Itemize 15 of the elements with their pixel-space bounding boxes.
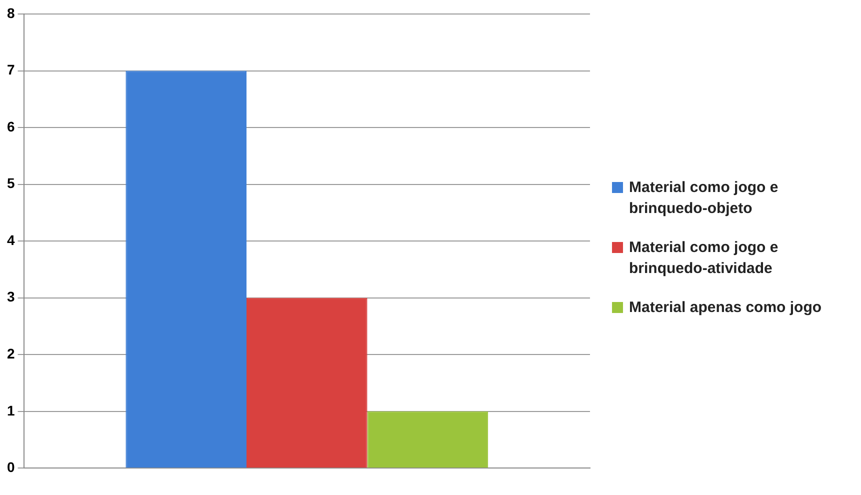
y-tick-label: 2	[6, 346, 15, 362]
bar	[246, 298, 368, 468]
bar	[367, 411, 488, 468]
legend-label: Material como jogo e brinquedo-atividade	[629, 238, 780, 279]
y-tick-label: 5	[6, 175, 15, 192]
y-tick-label: 3	[6, 288, 15, 305]
legend-label: Material apenas como jogo	[629, 298, 822, 318]
y-tick-label: 0	[6, 459, 15, 476]
bar	[126, 70, 246, 468]
y-tick-label: 1	[6, 402, 15, 418]
y-tick-label: 7	[6, 62, 15, 78]
y-tick-label: 4	[6, 232, 15, 248]
y-tick-label: 6	[6, 118, 15, 134]
y-tick-label: 8	[6, 4, 15, 21]
legend-label: Material como jogo e brinquedo-objeto	[629, 178, 780, 219]
